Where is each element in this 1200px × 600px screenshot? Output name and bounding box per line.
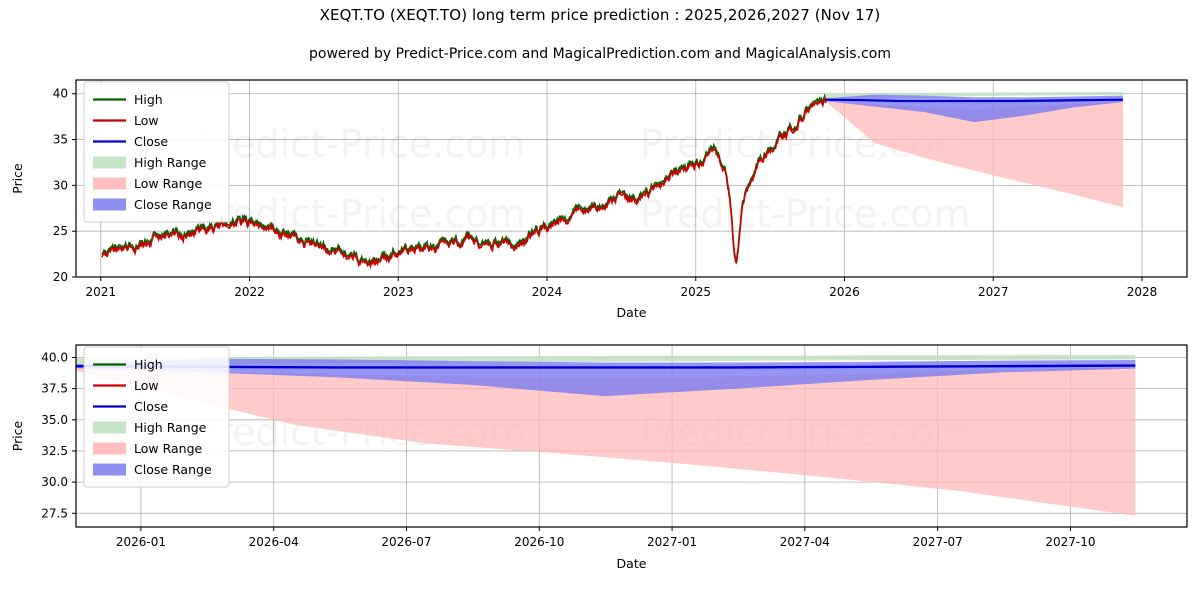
legend-band-swatch — [93, 198, 126, 211]
x-tick-label: 2027 — [978, 285, 1009, 299]
x-tick-label: 2024 — [532, 285, 563, 299]
y-tick-label: 40 — [53, 87, 68, 101]
y-tick-label: 25 — [53, 224, 68, 238]
bottom-ticks: 27.5 30.0 32.5 35.0 37.5 40.0 2026-01 2026-04 20… — [41, 350, 1095, 549]
top-axes-frame — [75, 79, 1188, 278]
forecast-close-line — [825, 98, 1123, 103]
legend-item[interactable]: Low — [93, 113, 159, 128]
x-tick-label: 2028 — [1127, 285, 1158, 299]
x-tick-label: 2026-10 — [514, 535, 564, 549]
low-range-band — [76, 367, 1136, 516]
legend-label: Low Range — [134, 176, 203, 191]
legend-item[interactable]: Low Range — [93, 441, 203, 456]
history-low-line — [101, 95, 828, 270]
y-tick-label: 30 — [53, 178, 68, 192]
legend-label: Low Range — [134, 441, 203, 456]
y-tick-label: 40.0 — [41, 350, 68, 364]
legend-band-swatch — [93, 442, 126, 455]
legend-label: Low — [134, 113, 159, 128]
legend-band-swatch — [93, 156, 126, 169]
x-tick-label: 2026-07 — [381, 535, 431, 549]
legend-item[interactable]: High — [93, 92, 163, 107]
legend-label: Close — [134, 134, 168, 149]
x-axis-label: Date — [617, 305, 647, 317]
legend-item[interactable]: Close — [93, 134, 168, 149]
x-tick-label: 2026-01 — [116, 535, 166, 549]
y-tick-label: 32.5 — [41, 444, 68, 458]
legend-item[interactable]: Close Range — [93, 197, 212, 212]
y-tick-label: 35.0 — [41, 413, 68, 427]
legend-item[interactable]: High Range — [93, 155, 207, 170]
y-axis-label: Price — [10, 420, 25, 451]
legend-band-swatch — [93, 463, 126, 476]
bottom-plot-area — [76, 354, 1136, 516]
y-tick-label: 35 — [53, 133, 68, 147]
legend-label: Close Range — [134, 197, 212, 212]
legend-label: Low — [134, 378, 159, 393]
legend-item[interactable]: High Range — [93, 420, 207, 435]
legend-item[interactable]: Close — [93, 399, 168, 414]
y-tick-label: 37.5 — [41, 382, 68, 396]
legend-label: High Range — [134, 420, 207, 435]
legend-label: High — [134, 357, 163, 372]
page-subtitle: powered by Predict-Price.com and Magical… — [309, 46, 891, 62]
legend-label: High — [134, 92, 163, 107]
x-tick-label: 2027-04 — [780, 535, 830, 549]
bottom-chart: Predict-Price.comPredict-Price.com27.530… — [0, 330, 1200, 598]
watermark: Predict-Price.com — [195, 122, 526, 166]
legend-item[interactable]: Close Range — [93, 462, 212, 477]
x-axis-label: Date — [617, 556, 647, 571]
x-tick-label: 2023 — [383, 285, 414, 299]
top-chart: Predict-Price.com Predict-Price.com Predic… — [0, 62, 1200, 317]
bottom-axes-frame — [75, 344, 1188, 528]
legend-item[interactable]: Low — [93, 378, 159, 393]
x-tick-label: 2027-10 — [1045, 535, 1095, 549]
watermark-layer: Predict-Price.com Predict-Price.com Predic… — [195, 122, 971, 236]
x-tick-label: 2025 — [680, 285, 711, 299]
legend-band-swatch — [93, 421, 126, 434]
low-range-band — [825, 101, 1123, 208]
x-tick-label: 2026-04 — [249, 535, 299, 549]
watermark: Predict-Price.com — [640, 192, 971, 236]
legend: High Low Close High Range Low Range Close Ran… — [83, 81, 230, 223]
x-tick-label: 2022 — [234, 285, 265, 299]
forecast-close-line — [76, 364, 1136, 369]
legend-item[interactable]: High — [93, 357, 163, 372]
y-tick-label: 30.0 — [41, 475, 68, 489]
x-tick-label: 2026 — [829, 285, 860, 299]
top-plot-area — [101, 91, 1123, 270]
x-tick-label: 2027-07 — [913, 535, 963, 549]
x-tick-label: 2021 — [86, 285, 117, 299]
legend-band-swatch — [93, 177, 126, 190]
legend-item[interactable]: Low Range — [93, 176, 203, 191]
watermark: Predict-Price.com — [195, 192, 526, 236]
y-axis-label: Price — [10, 163, 25, 194]
legend-label: Close — [134, 399, 168, 414]
legend: High Low Close High Range Low Range Close Ran… — [83, 346, 230, 488]
legend-label: Close Range — [134, 462, 212, 477]
x-tick-label: 2027-01 — [647, 535, 697, 549]
page-title: XEQT.TO (XEQT.TO) long term price predic… — [319, 6, 881, 24]
y-tick-label: 27.5 — [41, 506, 68, 520]
legend-label: High Range — [134, 155, 207, 170]
y-tick-label: 20 — [53, 270, 68, 284]
